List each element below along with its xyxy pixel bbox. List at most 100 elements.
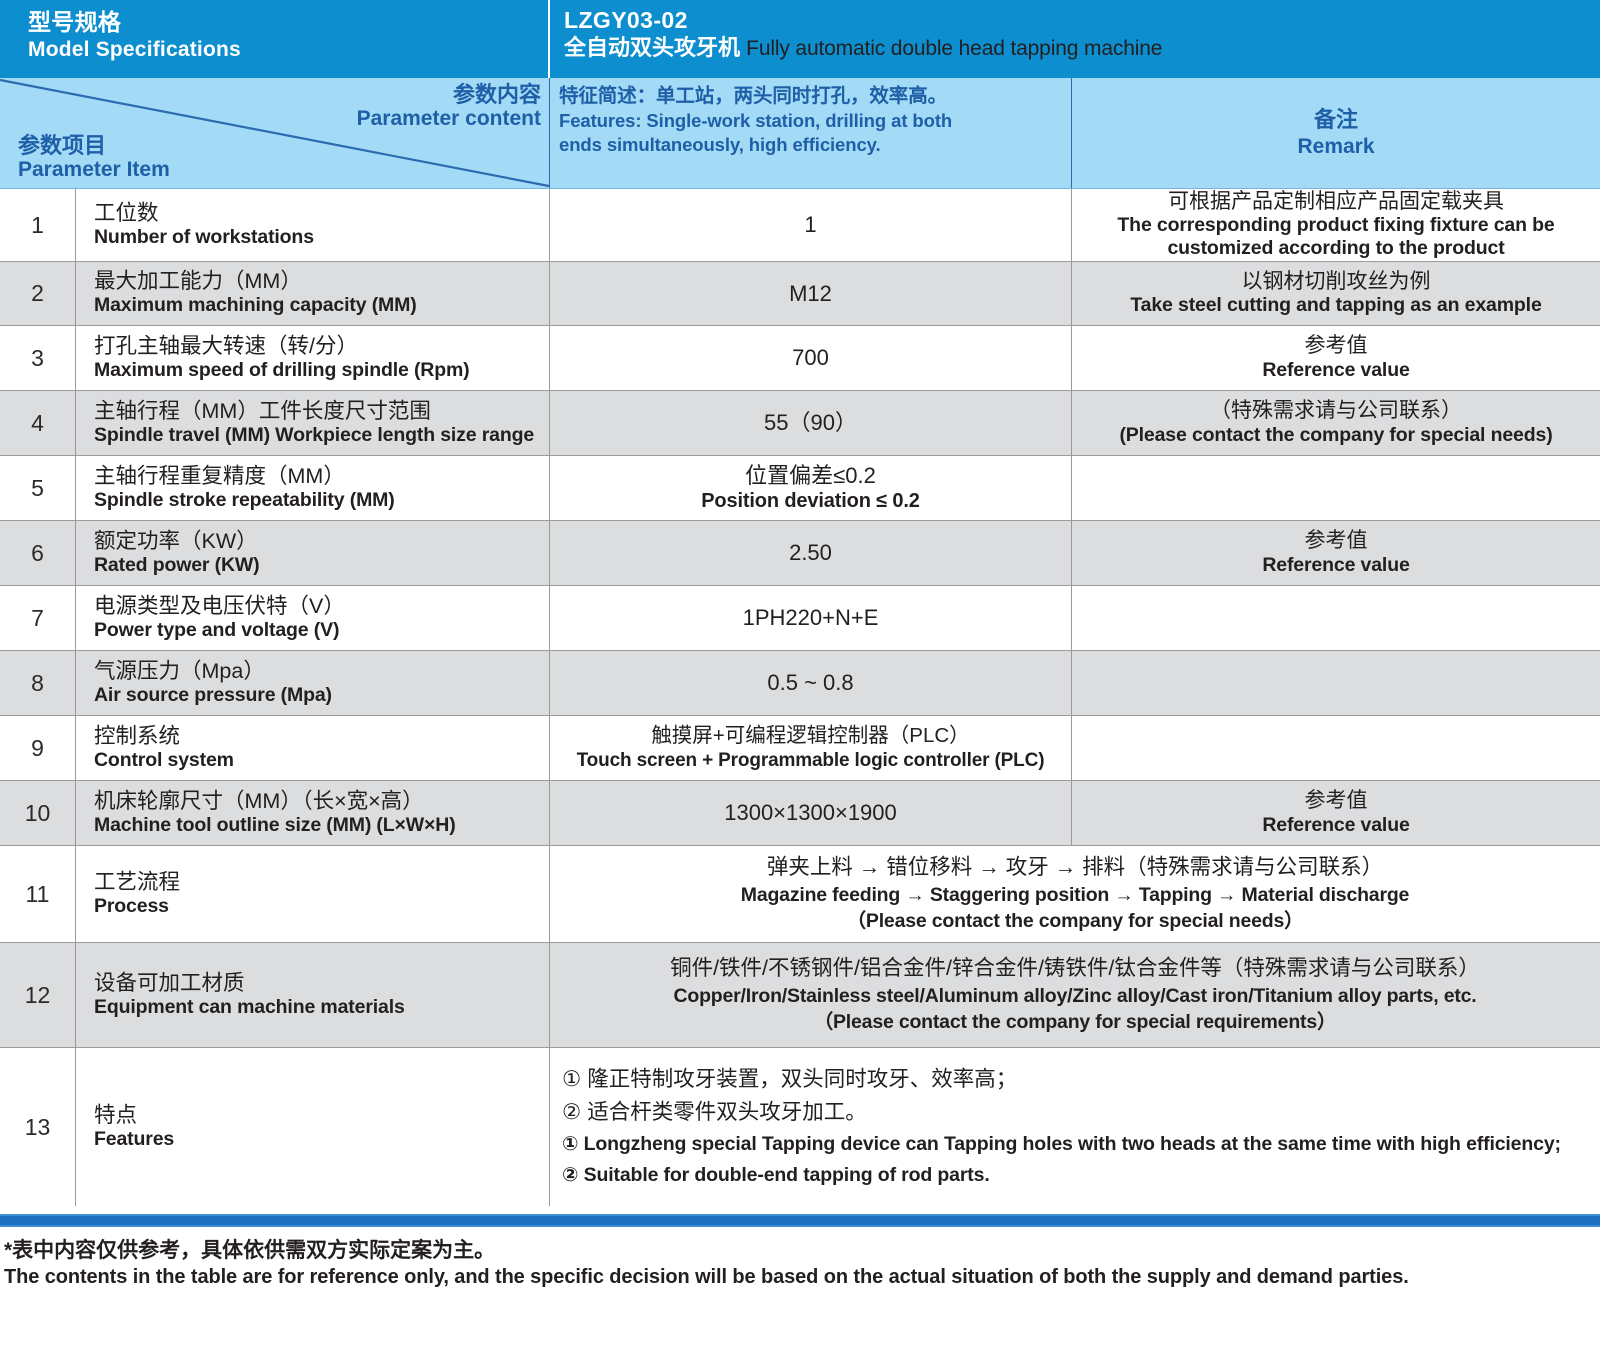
param-content-header: 参数内容 Parameter content <box>356 82 541 131</box>
row-remark-en-1: (Please contact the company for special … <box>1119 423 1553 446</box>
table-row: 7 电源类型及电压伏特（V） Power type and voltage (V… <box>0 586 1600 651</box>
row-remark <box>1072 651 1600 715</box>
row-item-en: Power type and voltage (V) <box>94 618 340 641</box>
row-index: 5 <box>0 456 76 520</box>
row-content: M12 <box>550 262 1072 325</box>
row-remark-cn: 参考值 <box>1304 334 1368 358</box>
table-row: 12 设备可加工材质 Equipment can machine materia… <box>0 943 1600 1048</box>
model-spec-label-en: Model Specifications <box>28 37 241 61</box>
features-summary-cn: 特征简述：单工站，两头同时打孔，效率高。 <box>559 85 948 107</box>
table-row: 2 最大加工能力（MM） Maximum machining capacity … <box>0 262 1600 326</box>
materials-line-en-1: Copper/Iron/Stainless steel/Aluminum all… <box>673 984 1477 1007</box>
row-content: 2.50 <box>550 521 1072 585</box>
features-summary-cell: 特征简述：单工站，两头同时打孔，效率高。 Features: Single-wo… <box>550 78 1072 188</box>
column-header-band: 参数内容 Parameter content 参数项目 Parameter It… <box>0 78 1600 189</box>
row-content-cn: 1 <box>804 212 817 238</box>
table-row: 5 主轴行程重复精度（MM） Spindle stroke repeatabil… <box>0 456 1600 521</box>
row-item-en: Control system <box>94 748 234 771</box>
table-row: 11 工艺流程 Process 弹夹上料 → 错位移料 → 攻牙 → 排料（特殊… <box>0 846 1600 943</box>
process-line-en-2: （Please contact the company for special … <box>846 909 1304 932</box>
row-content-wide: 弹夹上料 → 错位移料 → 攻牙 → 排料（特殊需求请与公司联系） Magazi… <box>550 846 1600 942</box>
row-content: 1PH220+N+E <box>550 586 1072 650</box>
row-index: 8 <box>0 651 76 715</box>
row-item-en: Spindle travel (MM) Workpiece length siz… <box>94 423 535 446</box>
row-index: 12 <box>0 943 76 1047</box>
row-item: 打孔主轴最大转速（转/分） Maximum speed of drilling … <box>76 326 550 390</box>
diagonal-divider-icon <box>0 78 549 188</box>
row-index: 3 <box>0 326 76 390</box>
row-content-wide: 铜件/铁件/不锈钢件/铝合金件/锌合金件/铸铁件/钛合金件等（特殊需求请与公司联… <box>550 943 1600 1047</box>
table-row: 10 机床轮廓尺寸（MM）（长×宽×高） Machine tool outlin… <box>0 781 1600 846</box>
row-item-en: Air source pressure (Mpa) <box>94 683 332 706</box>
row-item: 最大加工能力（MM） Maximum machining capacity (M… <box>76 262 550 325</box>
row-remark-en-2: customized according to the product <box>1167 237 1505 260</box>
row-index: 2 <box>0 262 76 325</box>
row-content-wide: ① 隆正特制攻牙装置，双头同时攻牙、效率高； ② 适合杆类零件双头攻牙加工。 ①… <box>550 1048 1600 1206</box>
row-item-cn: 电源类型及电压伏特（V） <box>94 593 345 618</box>
model-name-cn: 全自动双头攻牙机 <box>564 35 741 61</box>
table-row: 3 打孔主轴最大转速（转/分） Maximum speed of drillin… <box>0 326 1600 391</box>
row-index: 7 <box>0 586 76 650</box>
row-content-cn: 2.50 <box>789 540 832 566</box>
split-header-cell: 参数内容 Parameter content 参数项目 Parameter It… <box>0 78 550 188</box>
remark-header-cell: 备注 Remark <box>1072 78 1600 188</box>
table-row: 13 特点 Features ① 隆正特制攻牙装置，双头同时攻牙、效率高； ② … <box>0 1048 1600 1206</box>
row-remark: 以钢材切削攻丝为例 Take steel cutting and tapping… <box>1072 262 1600 325</box>
row-item-cn: 工艺流程 <box>94 869 181 894</box>
row-index: 11 <box>0 846 76 942</box>
row-item: 电源类型及电压伏特（V） Power type and voltage (V) <box>76 586 550 650</box>
row-content: 1 <box>550 189 1072 261</box>
row-remark: （特殊需求请与公司联系） (Please contact the company… <box>1072 391 1600 455</box>
row-item-en: Equipment can machine materials <box>94 995 405 1018</box>
footnote-cn: *表中内容仅供参考，具体依供需双方实际定案为主。 <box>4 1239 496 1262</box>
row-index: 1 <box>0 189 76 261</box>
row-item-en: Rated power (KW) <box>94 553 260 576</box>
param-item-header-cn: 参数项目 <box>18 132 107 158</box>
remark-header-cn: 备注 <box>1313 107 1358 133</box>
table-row: 9 控制系统 Control system 触摸屏+可编程逻辑控制器（PLC） … <box>0 716 1600 781</box>
row-item-cn: 额定功率（KW） <box>94 528 258 553</box>
features-summary-en-line1: Features: Single-work station, drilling … <box>559 110 953 132</box>
row-item: 主轴行程（MM）工件长度尺寸范围 Spindle travel (MM) Wor… <box>76 391 550 455</box>
row-item-en: Spindle stroke repeatability (MM) <box>94 488 395 511</box>
remark-header-en: Remark <box>1297 134 1375 158</box>
row-content: 700 <box>550 326 1072 390</box>
row-remark-en-1: The corresponding product fixing fixture… <box>1117 214 1555 237</box>
row-content-cn: 0.5 ~ 0.8 <box>767 670 854 696</box>
feature-item-cn-2: ② 适合杆类零件双头攻牙加工。 <box>562 1099 867 1124</box>
model-code: LZGY03-02 <box>564 7 688 33</box>
row-remark <box>1072 456 1600 520</box>
row-remark-cn: 以钢材切削攻丝为例 <box>1241 269 1431 293</box>
row-item: 额定功率（KW） Rated power (KW) <box>76 521 550 585</box>
row-item-cn: 主轴行程（MM）工件长度尺寸范围 <box>94 398 431 423</box>
row-content-en: Position deviation ≤ 0.2 <box>701 490 920 513</box>
row-remark-en-1: Take steel cutting and tapping as an exa… <box>1130 294 1542 317</box>
row-content: 0.5 ~ 0.8 <box>550 651 1072 715</box>
param-content-header-en: Parameter content <box>356 107 541 131</box>
title-band: 型号规格 Model Specifications LZGY03-02 全自动双… <box>0 0 1600 78</box>
param-item-header-en: Parameter Item <box>18 157 170 181</box>
row-item-cn: 主轴行程重复精度（MM） <box>94 463 345 488</box>
row-item: 机床轮廓尺寸（MM）（长×宽×高） Machine tool outline s… <box>76 781 550 845</box>
row-index: 10 <box>0 781 76 845</box>
materials-line-cn: 铜件/铁件/不锈钢件/铝合金件/锌合金件/铸铁件/钛合金件等（特殊需求请与公司联… <box>670 955 1480 980</box>
footnote: *表中内容仅供参考，具体依供需双方实际定案为主。 The contents in… <box>0 1227 1600 1290</box>
row-index: 4 <box>0 391 76 455</box>
row-item: 气源压力（Mpa） Air source pressure (Mpa) <box>76 651 550 715</box>
table-row: 6 额定功率（KW） Rated power (KW) 2.50 参考值 Ref… <box>0 521 1600 586</box>
features-summary-en-line2: ends simultaneously, high efficiency. <box>559 134 881 156</box>
row-item-cn: 控制系统 <box>94 723 181 748</box>
row-content-cn: M12 <box>789 280 832 306</box>
row-remark-cn: 参考值 <box>1304 529 1368 553</box>
table-row: 4 主轴行程（MM）工件长度尺寸范围 Spindle travel (MM) W… <box>0 391 1600 456</box>
row-remark <box>1072 586 1600 650</box>
row-item-en: Maximum speed of drilling spindle (Rpm) <box>94 358 470 381</box>
process-line-cn: 弹夹上料 → 错位移料 → 攻牙 → 排料（特殊需求请与公司联系） <box>766 854 1384 879</box>
row-content: 1300×1300×1900 <box>550 781 1072 845</box>
row-item-cn: 机床轮廓尺寸（MM）（长×宽×高） <box>94 788 424 813</box>
row-remark: 参考值 Reference value <box>1072 521 1600 585</box>
model-spec-label-cell: 型号规格 Model Specifications <box>0 0 550 78</box>
row-content-cn: 700 <box>792 345 829 371</box>
row-item-cn: 特点 <box>94 1102 138 1127</box>
feature-item-en-2: ② Suitable for double-end tapping of rod… <box>562 1164 990 1187</box>
